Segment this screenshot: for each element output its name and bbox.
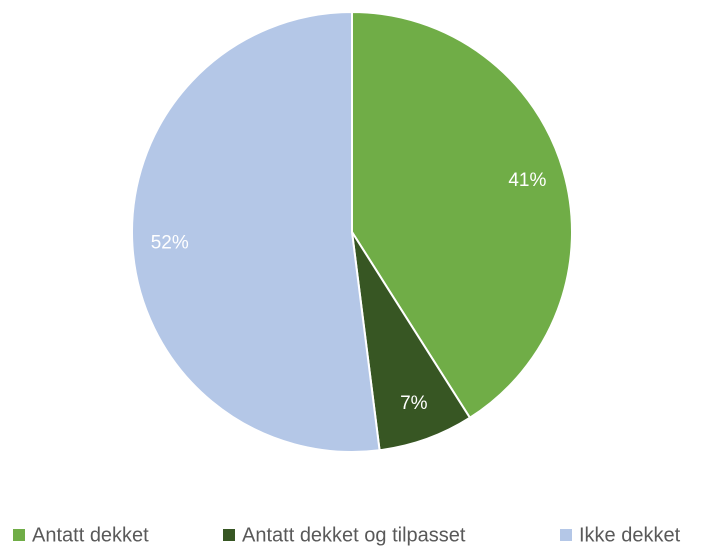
data-label: 41%: [508, 170, 546, 191]
data-label: 7%: [400, 393, 428, 414]
legend-swatch: [223, 529, 235, 541]
pie-slice: [131, 10, 381, 453]
pie-slice: [351, 10, 573, 420]
legend-swatch: [13, 529, 25, 541]
legend-label: Antatt dekket: [32, 524, 149, 546]
legend-swatch: [560, 529, 572, 541]
data-label: 52%: [151, 232, 189, 253]
legend-label: Antatt dekket og tilpasset: [242, 524, 466, 546]
legend-label: Ikke dekket: [579, 524, 681, 546]
